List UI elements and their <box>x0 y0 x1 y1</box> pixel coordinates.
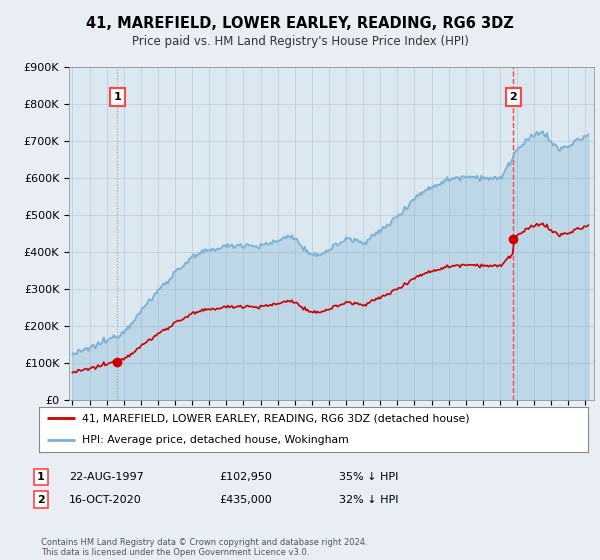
Text: 16-OCT-2020: 16-OCT-2020 <box>69 494 142 505</box>
Text: Price paid vs. HM Land Registry's House Price Index (HPI): Price paid vs. HM Land Registry's House … <box>131 35 469 48</box>
Text: 2: 2 <box>37 494 44 505</box>
Text: 2: 2 <box>509 92 517 102</box>
Text: Contains HM Land Registry data © Crown copyright and database right 2024.
This d: Contains HM Land Registry data © Crown c… <box>41 538 367 557</box>
Text: 35% ↓ HPI: 35% ↓ HPI <box>339 472 398 482</box>
Text: 41, MAREFIELD, LOWER EARLEY, READING, RG6 3DZ: 41, MAREFIELD, LOWER EARLEY, READING, RG… <box>86 16 514 31</box>
Text: 1: 1 <box>37 472 44 482</box>
Text: HPI: Average price, detached house, Wokingham: HPI: Average price, detached house, Woki… <box>82 435 349 445</box>
Text: 22-AUG-1997: 22-AUG-1997 <box>69 472 144 482</box>
Text: £435,000: £435,000 <box>219 494 272 505</box>
Text: £102,950: £102,950 <box>219 472 272 482</box>
Text: 41, MAREFIELD, LOWER EARLEY, READING, RG6 3DZ (detached house): 41, MAREFIELD, LOWER EARLEY, READING, RG… <box>82 413 469 423</box>
Text: 1: 1 <box>113 92 121 102</box>
Text: 32% ↓ HPI: 32% ↓ HPI <box>339 494 398 505</box>
